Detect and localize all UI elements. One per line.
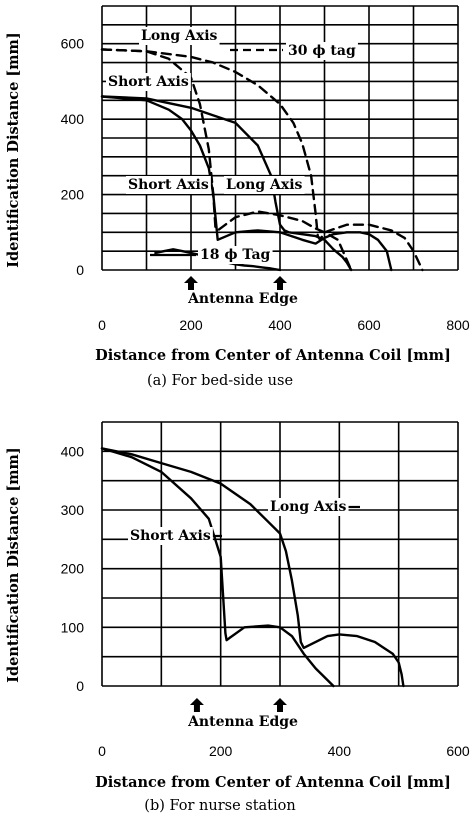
annotation-backdrop [224,176,305,194]
series-line [100,48,424,272]
curve-annotation: Long Axis [141,28,218,44]
series-line [100,95,353,272]
y-tick-label: 100 [61,619,85,635]
y-axis-title: Identification Distance [mm] [5,32,22,268]
annotation-backdrop [128,527,213,545]
x-axis-title: Distance from Center of Antenna Coil [mm… [95,774,451,791]
y-tick-label: 0 [76,262,84,278]
x-tick-label: 200 [209,743,233,759]
series-line [100,95,393,272]
annotation-backdrop [268,498,349,516]
series-line [100,48,353,272]
x-tick-label: 600 [446,743,470,759]
y-tick-label: 400 [61,111,85,127]
x-tick-label: 400 [328,743,352,759]
x-axis-title: Distance from Center of Antenna Coil [mm… [95,347,451,364]
series-line [100,447,335,688]
annotation-backdrop [139,27,220,45]
antenna-edge-arrow [273,276,287,290]
curve-annotation: Short Axis [130,528,211,544]
annotation-backdrop [126,176,211,194]
x-tick-label: 200 [179,317,203,333]
curve-annotation: Short Axis [108,74,189,90]
panel-bed-side: 0 200 400 600 0 200 400 600 800 Distance from Cen… [5,5,470,389]
y-tick-label: 400 [61,443,85,459]
y-tick-label: 0 [76,678,84,694]
curve-annotation: Short Axis [128,177,209,193]
antenna-edge-label: Antenna Edge [187,291,298,307]
annotation-backdrop [198,246,273,264]
annotation-backdrop [286,42,358,60]
y-tick-label: 200 [61,187,85,203]
curve-annotation: Long Axis [270,499,347,515]
x-tick-label: 0 [98,743,106,759]
antenna-edge-arrow [184,276,198,290]
panel-caption: (a) For bed-side use [147,373,293,389]
y-tick-label: 300 [61,502,85,518]
series-line [100,447,405,688]
y-tick-label: 200 [61,561,85,577]
antenna-edge-arrow [189,698,204,712]
antenna-edge-label: Antenna Edge [187,714,298,730]
y-axis-title: Identification Distance [mm] [5,447,22,683]
x-tick-label: 400 [268,317,292,333]
antenna-edge-arrow [273,698,287,712]
x-tick-label: 800 [446,317,470,333]
panel-caption: (b) For nurse station [144,798,295,814]
annotation-backdrop [106,73,191,91]
curve-annotation: 30 ϕ tag [288,43,356,59]
curve-annotation: Long Axis [226,177,303,193]
x-tick-label: 600 [357,317,381,333]
curve-annotation: 18 ϕ Tag [200,247,271,263]
panel-nurse-station: 0 100 200 300 400 0 200 400 600 Distance from Cen… [5,421,470,814]
y-tick-label: 600 [61,36,85,52]
x-tick-label: 0 [98,317,106,333]
